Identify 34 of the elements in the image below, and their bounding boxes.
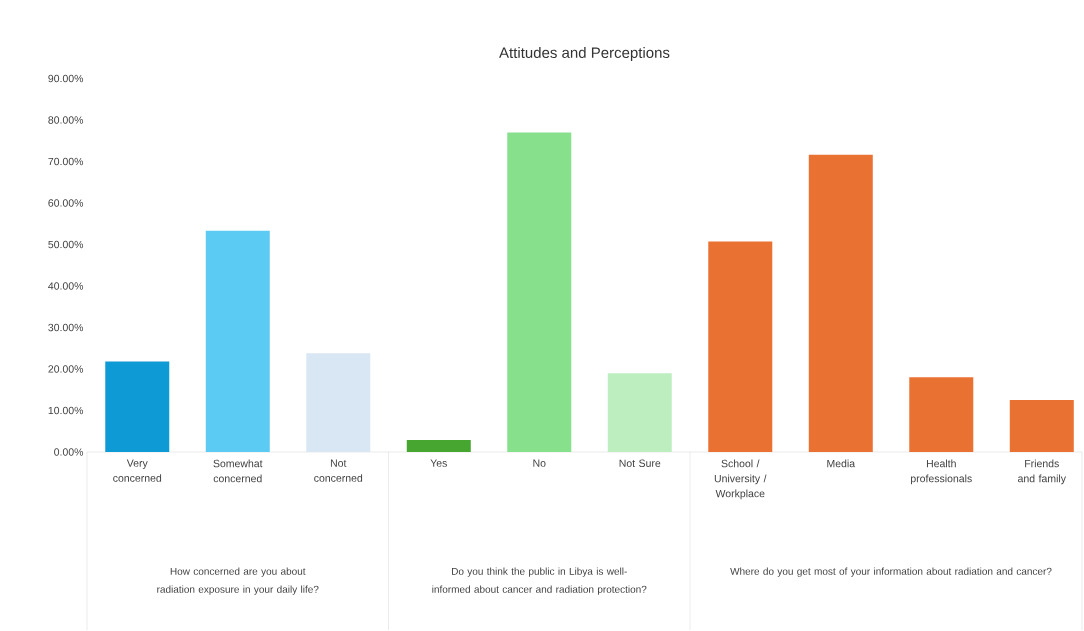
y-tick-label: 10.00% [48,406,84,415]
y-tick-label: 20.00% [48,365,84,373]
bar [306,353,371,452]
bar [708,241,773,452]
text: Where do you get most of your information about radiation and cancer? [730,567,1052,577]
bar [607,373,672,452]
bar [205,230,270,452]
y-tick-label: 40.00% [48,282,84,290]
x-tick-label: Not Sure [619,459,661,467]
chart-title: Attitudes and Perceptions [499,46,670,61]
x-tick-label: Yes [430,459,447,467]
bar [105,361,170,452]
bar [507,132,572,452]
bar [406,439,471,452]
x-tick-label: School / University / Workplace [714,459,767,500]
x-tick-label: Not concerned [314,459,363,482]
x-tick-label: No [533,459,546,467]
text: How concerned are you about radiation exposure in your daily life? [157,567,319,595]
y-tick-label: 90.00% [48,74,84,83]
text: Do you think the public in Libya is well-informed about cancer and radiation protection? [432,567,647,595]
y-tick-label: 70.00% [48,157,84,166]
bar [808,154,873,452]
y-tick-label: 50.00% [48,240,84,249]
bar [909,377,974,452]
x-tick-label: Somewhat concerned [213,459,263,483]
x-tick-label: Health professionals [911,459,972,485]
y-tick-label: 60.00% [48,199,84,207]
y-tick-label: 0.00% [54,448,84,456]
x-tick-label: Friends and family [1018,459,1066,485]
x-tick-label: Media [827,459,856,468]
y-tick-label: 80.00% [48,116,84,124]
bar [1009,400,1074,452]
y-tick-label: 30.00% [48,323,84,332]
x-tick-label: Very concerned [113,459,162,482]
